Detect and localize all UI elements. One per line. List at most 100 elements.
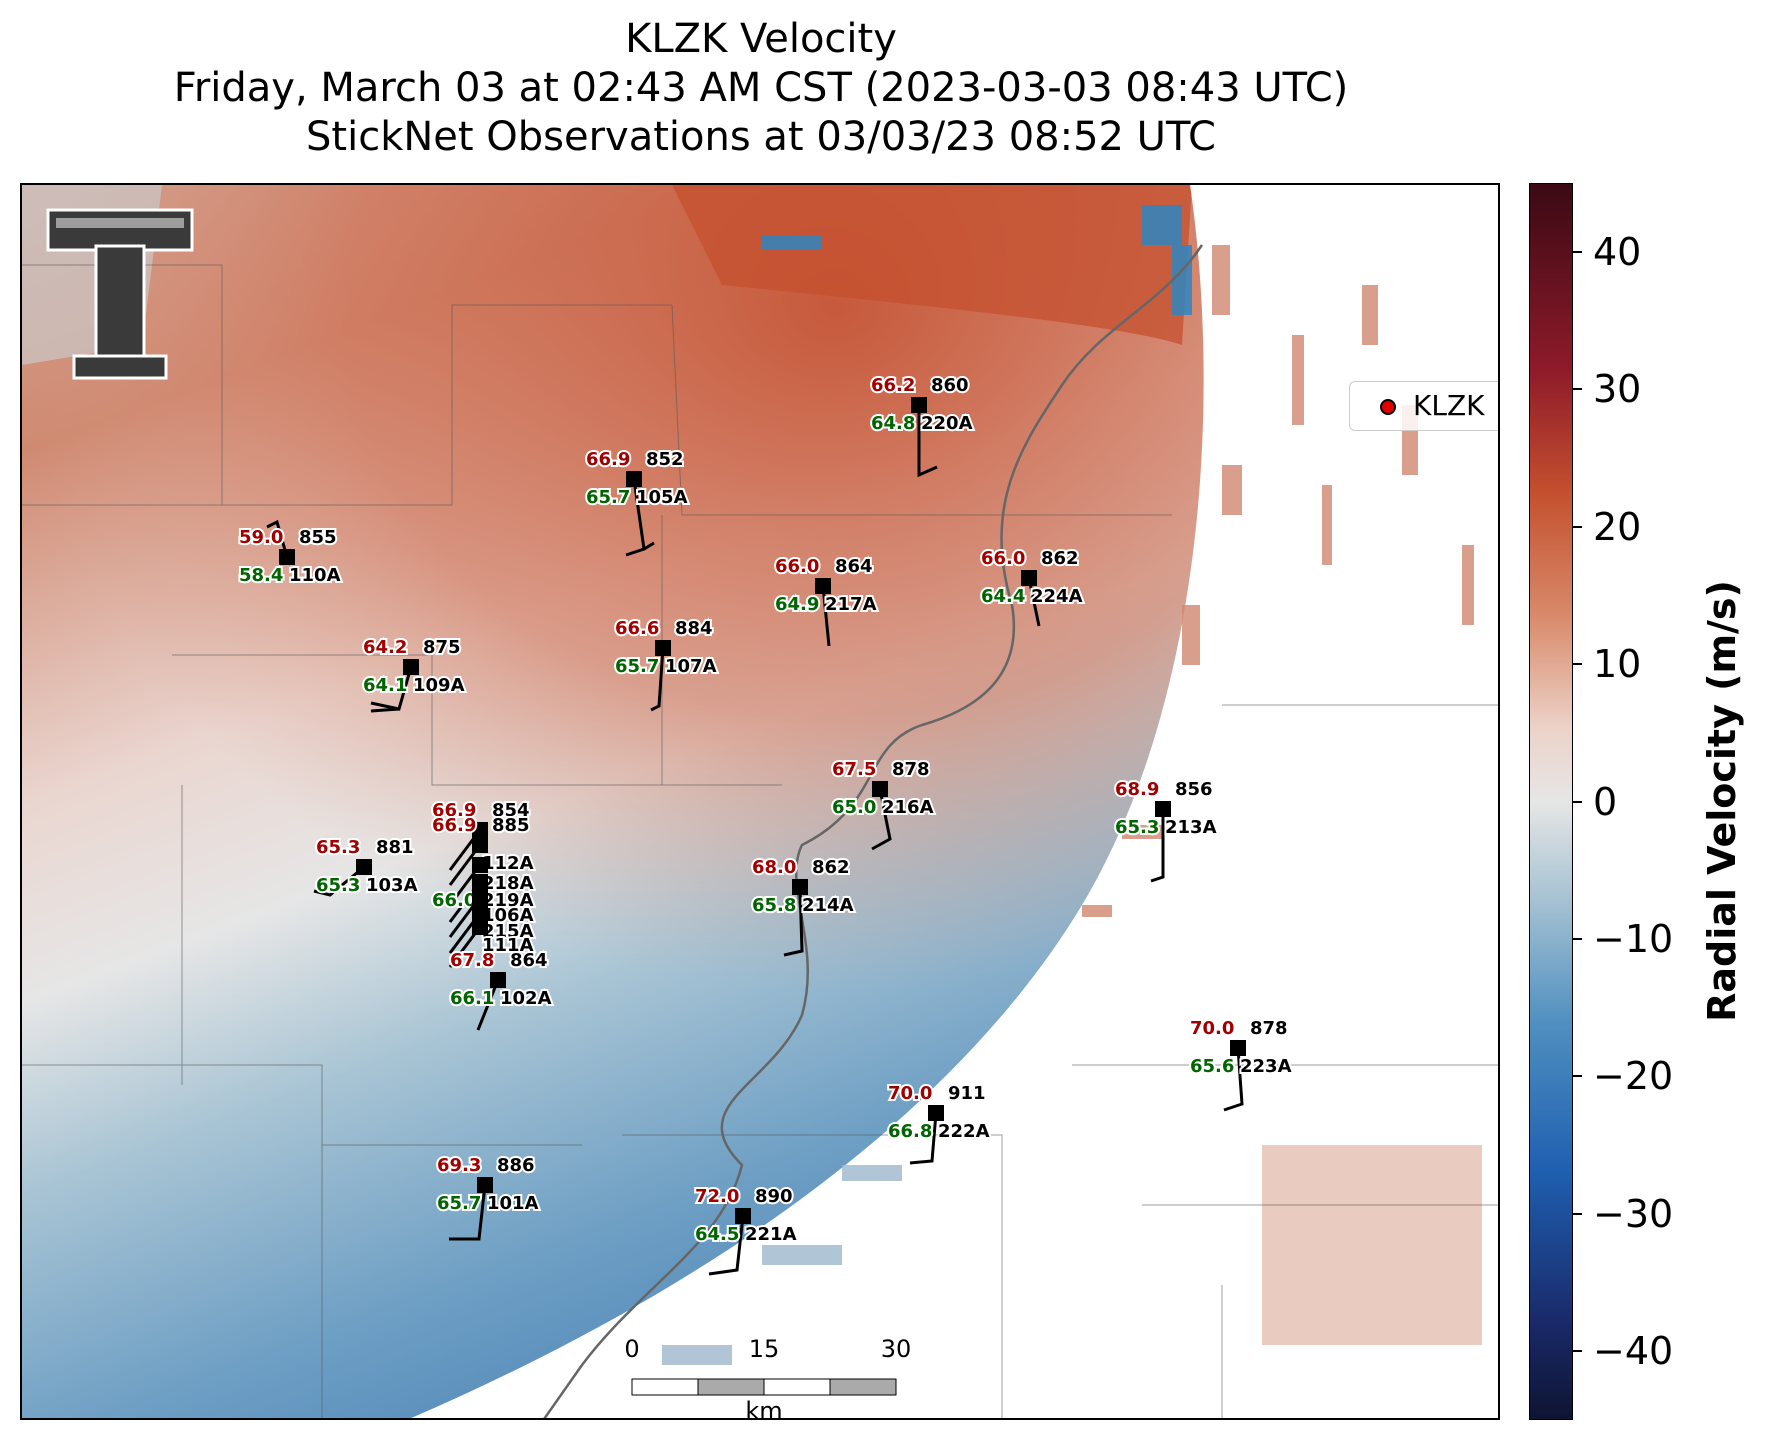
station-temperature: 66.0	[775, 556, 819, 577]
station-id: 878	[892, 759, 930, 780]
radar-site-marker-icon	[1380, 399, 1396, 415]
wind-barb-icon	[1223, 1047, 1244, 1112]
sticknet-station[interactable]: 66.0 862 64.4 224A	[979, 546, 1085, 627]
colorbar-tick-label: 30	[1593, 367, 1642, 412]
velocity-colorbar	[1529, 183, 1573, 1420]
station-marker-icon	[472, 837, 488, 853]
sticknet-station[interactable]: 66.9 852 65.7 105A	[584, 447, 690, 557]
wind-barb-icon	[313, 865, 365, 897]
station-dewpoint: 64.8	[871, 413, 915, 434]
station-id: 852	[646, 449, 684, 470]
wind-barb-icon	[625, 478, 655, 557]
station-dewpoint: 58.4	[239, 565, 283, 586]
sticknet-station[interactable]: 218A	[448, 857, 536, 906]
station-id: 862	[812, 857, 850, 878]
station-temperature: 68.9	[1115, 779, 1159, 800]
colorbar-label: Radial Velocity (m/s)	[1700, 580, 1744, 1022]
station-sensor-label: 109A	[413, 675, 465, 696]
sticknet-station[interactable]: 106A	[448, 889, 536, 938]
station-id: 886	[497, 1155, 535, 1176]
station-id: 875	[423, 637, 461, 658]
station-marker-icon	[472, 822, 488, 838]
scale-tick-15: 15	[748, 1335, 780, 1363]
station-marker-icon	[1021, 570, 1037, 586]
sticknet-station[interactable]: 70.0 878 65.6 223A	[1188, 1016, 1294, 1112]
station-marker-icon	[1155, 801, 1171, 817]
station-temperature: 72.0	[695, 1186, 739, 1207]
sticknet-station[interactable]: 68.0 862 65.8 214A	[750, 855, 856, 957]
colorbar-tick-label: −40	[1593, 1329, 1674, 1374]
station-temperature: 66.6	[615, 618, 659, 639]
sticknet-station[interactable]: 67.5 878 65.0 216A	[830, 757, 936, 851]
sticknet-station[interactable]: 59.0 855 58.4 110A	[237, 519, 343, 588]
sticknet-station[interactable]: 68.9 856 65.3 213A	[1113, 777, 1219, 883]
station-dewpoint: 65.8	[752, 895, 796, 916]
colorbar-tick-mark	[1573, 800, 1582, 803]
title-line-2: Friday, March 03 at 02:43 AM CST (2023-0…	[173, 65, 1349, 111]
sticknet-station[interactable]: 69.3 886 65.7 101A	[435, 1153, 541, 1241]
station-temperature: 64.2	[363, 637, 407, 658]
sticknet-station[interactable]: 66.0 864 64.9 217A	[773, 554, 879, 647]
station-marker-icon	[626, 471, 642, 487]
radar-map[interactable]: 66.2 860 64.8 220A 66.9 852 65.7 105A 59.0 855 58.…	[20, 183, 1500, 1420]
sticknet-station[interactable]: 66.6 884 65.7 107A	[613, 616, 719, 712]
station-sensor-label: 105A	[636, 487, 688, 508]
station-id: 884	[675, 618, 713, 639]
station-sensor-label: 220A	[921, 413, 973, 434]
sticknet-stations-layer: 66.2 860 64.8 220A 66.9 852 65.7 105A 59.0 855 58.…	[237, 373, 1294, 1276]
sticknet-station[interactable]: 111A	[448, 919, 536, 968]
station-sensor-label: 221A	[745, 1224, 797, 1245]
station-temperature: 66.0	[981, 548, 1025, 569]
station-temperature: 70.0	[1190, 1018, 1234, 1039]
scale-bar	[631, 1378, 897, 1396]
station-id: 862	[1041, 548, 1079, 569]
station-temperature: 66.9	[432, 800, 476, 821]
station-dewpoint: 65.6	[1190, 1056, 1234, 1077]
colorbar-tick-mark	[1573, 388, 1582, 391]
station-marker-icon	[279, 549, 295, 565]
sticknet-station[interactable]: 215A	[448, 905, 536, 954]
colorbar-tick-mark	[1573, 525, 1582, 528]
station-id: 878	[1250, 1018, 1288, 1039]
sticknet-station[interactable]: 66.0 219A	[430, 874, 536, 923]
colorbar-tick-label: −10	[1593, 916, 1674, 961]
title-line-1: KLZK Velocity	[625, 16, 897, 62]
station-temperature: 65.3	[316, 837, 360, 858]
station-sensor-label: 110A	[289, 565, 341, 586]
sticknet-station[interactable]: 66.9 854	[430, 798, 532, 871]
station-dewpoint: 66.1	[450, 988, 494, 1009]
inbound-echoes	[762, 205, 1192, 315]
river-line	[543, 244, 1204, 1418]
station-id: 890	[755, 1186, 793, 1207]
station-dewpoint: 65.0	[832, 797, 876, 818]
station-id: 855	[299, 527, 337, 548]
station-sensor-label: 223A	[1240, 1056, 1292, 1077]
station-dewpoint: 65.3	[1115, 817, 1159, 838]
station-id: 881	[376, 837, 414, 858]
map-legend: KLZK	[1349, 381, 1498, 431]
station-dewpoint: 66.8	[888, 1121, 932, 1142]
station-temperature: 66.2	[871, 375, 915, 396]
station-dewpoint: 66.0	[432, 890, 476, 911]
station-id: 885	[492, 815, 530, 836]
sticknet-station[interactable]: 66.2 860 64.8 220A	[869, 373, 975, 478]
station-sensor-label: 222A	[938, 1121, 990, 1142]
scale-unit: km	[745, 1397, 783, 1420]
wind-barb-icon	[476, 979, 500, 1031]
sticknet-station[interactable]: 70.0 911 66.8 222A	[886, 1081, 992, 1165]
colorbar-tick-label: −20	[1593, 1054, 1674, 1099]
sticknet-station[interactable]: 64.2 875 64.1 109A	[361, 635, 467, 713]
station-sensor-label: 213A	[1165, 817, 1217, 838]
station-sensor-label: 215A	[482, 921, 534, 942]
station-temperature: 59.0	[239, 527, 283, 548]
station-marker-icon	[872, 781, 888, 797]
sticknet-station[interactable]: 67.8 864 66.1 102A	[448, 948, 554, 1031]
sticknet-station[interactable]: 66.9 885 112A	[430, 813, 536, 886]
station-temperature: 67.8	[450, 950, 494, 971]
station-id: 854	[492, 800, 530, 821]
wind-barb-icon	[783, 886, 804, 957]
colorbar-tick-label: 10	[1593, 642, 1642, 687]
sticknet-station[interactable]: 65.3 881 65.3 103A	[313, 835, 420, 898]
sticknet-station[interactable]: 72.0 890 64.5 221A	[693, 1184, 799, 1276]
station-id: 864	[835, 556, 873, 577]
